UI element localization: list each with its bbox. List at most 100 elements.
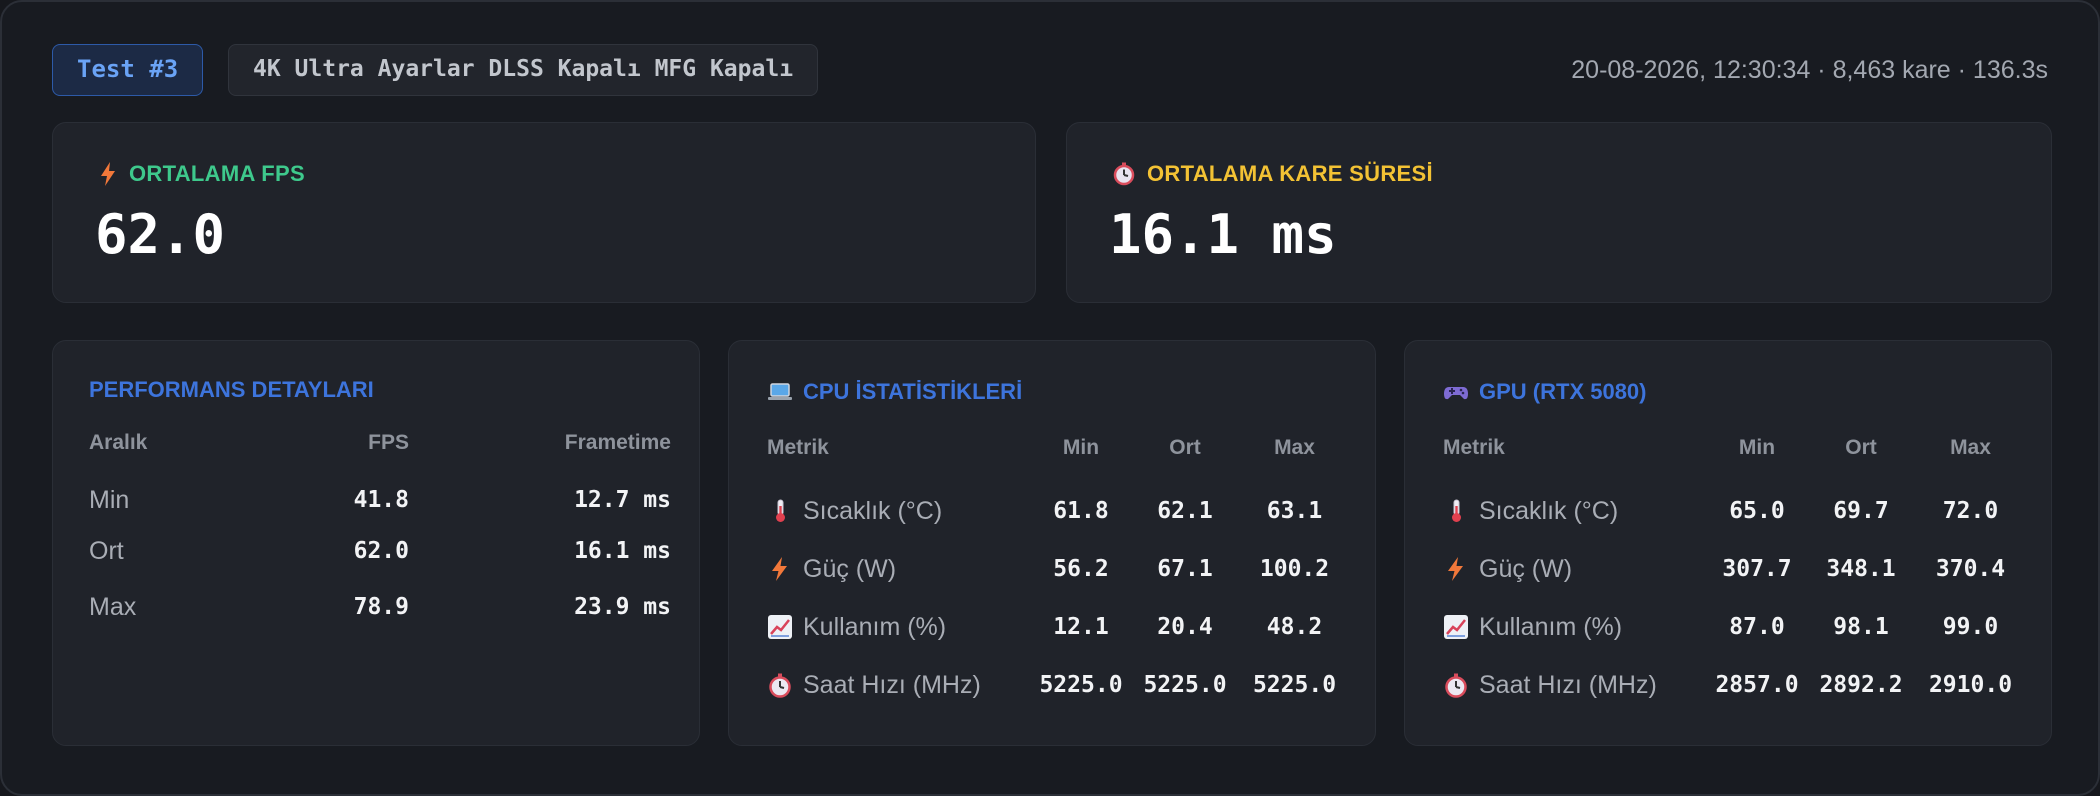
table-row: Kullanım (%) 87.0 98.1 99.0: [1443, 598, 2028, 656]
table-row: Sıcaklık (°C) 61.8 62.1 63.1: [767, 470, 1352, 540]
chart-icon: [767, 614, 793, 640]
chart-icon: [1443, 614, 1469, 640]
column-header: FPS: [368, 431, 409, 454]
config-label: 4K Ultra Ayarlar DLSS Kapalı MFG Kapalı: [228, 44, 819, 96]
metric-label: Kullanım (%): [1479, 612, 1623, 641]
min-value: 87.0: [1729, 614, 1785, 640]
table-row: Sıcaklık (°C) 65.0 69.7 72.0: [1443, 470, 2028, 540]
metric-label-cell: Sıcaklık (°C): [1443, 470, 1705, 540]
avg-value: 69.7: [1833, 498, 1889, 524]
metric-label-cell: Güç (W): [767, 540, 1029, 598]
gpu-stats-label: GPU (RTX 5080): [1479, 379, 1647, 404]
metric-label: Sıcaklık (°C): [1479, 496, 1619, 525]
avg-fps-label: ORTALAMA FPS: [129, 161, 305, 186]
gpu-stats-table: Metrik Min Ort Max Sıcaklık (°C) 65.0 69.7…: [1443, 426, 2028, 714]
table-row: Saat Hızı (MHz) 5225.0 5225.0 5225.0: [767, 656, 1352, 714]
min-value: 61.8: [1053, 498, 1109, 524]
lightning-icon: [767, 556, 793, 582]
lightning-icon: [1443, 556, 1469, 582]
column-header: Aralık: [89, 431, 148, 454]
avg-value: 62.1: [1157, 498, 1213, 524]
row-label: Ort: [89, 536, 124, 565]
avg-fps-title: ORTALAMA FPS: [99, 161, 305, 187]
avg-fps-card: ORTALAMA FPS 62.0: [52, 122, 1036, 303]
max-value: 2910.0: [1928, 672, 2013, 698]
avg-value: 2892.2: [1819, 672, 1903, 698]
metric-label: Güç (W): [1479, 554, 1573, 583]
frametime-value: 16.1 ms: [574, 538, 671, 564]
performance-table: Aralık FPS Frametime Min 41.8 12.7 ms Or…: [89, 421, 671, 635]
min-value: 56.2: [1053, 556, 1109, 582]
metric-label: Saat Hızı (MHz): [1479, 670, 1657, 699]
max-value: 5225.0: [1252, 672, 1337, 698]
min-value: 65.0: [1729, 498, 1785, 524]
avg-frametime-card: ORTALAMA KARE SÜRESİ 16.1 ms: [1066, 122, 2052, 303]
lightning-icon: [99, 162, 117, 186]
cpu-stats-table: Metrik Min Ort Max Sıcaklık (°C) 61.8 62.1…: [767, 426, 1352, 714]
column-header: Min: [1738, 436, 1776, 459]
cpu-stats-card: CPU İSTATİSTİKLERİ Metrik Min Ort Max Sı…: [728, 340, 1376, 746]
metric-label-cell: Saat Hızı (MHz): [767, 656, 1029, 714]
max-value: 370.4: [1935, 556, 2006, 582]
avg-frametime-title: ORTALAMA KARE SÜRESİ: [1113, 161, 1433, 187]
metric-label: Kullanım (%): [803, 612, 947, 641]
row-label: Max: [89, 592, 137, 621]
gpu-stats-title: GPU (RTX 5080): [1443, 379, 1647, 405]
gamepad-icon: [1443, 379, 1469, 405]
avg-value: 67.1: [1157, 556, 1213, 582]
test-badge[interactable]: Test #3: [52, 44, 204, 96]
column-header: Metrik: [767, 436, 829, 459]
column-header: Metrik: [1443, 436, 1505, 459]
row-label: Min: [89, 485, 130, 514]
avg-value: 20.4: [1157, 614, 1213, 640]
metric-label: Saat Hızı (MHz): [803, 670, 981, 699]
frametime-value: 12.7 ms: [574, 487, 671, 513]
table-row: Ort 62.0 16.1 ms: [89, 523, 671, 579]
max-value: 100.2: [1259, 556, 1330, 582]
fps-value: 41.8: [353, 487, 409, 513]
table-row: Kullanım (%) 12.1 20.4 48.2: [767, 598, 1352, 656]
performance-title: PERFORMANS DETAYLARI: [89, 377, 374, 402]
stopwatch-icon: [1443, 672, 1469, 698]
avg-frametime-value: 16.1 ms: [1109, 203, 1337, 266]
column-header: Max: [1950, 436, 1991, 459]
column-header: Max: [1274, 436, 1315, 459]
cpu-stats-label: CPU İSTATİSTİKLERİ: [803, 379, 1023, 404]
max-value: 72.0: [1942, 498, 1999, 524]
run-meta: 20-08-2026, 12:30:34 · 8,463 kare · 136.…: [1571, 56, 2048, 84]
fps-value: 62.0: [353, 538, 409, 564]
table-row: Güç (W) 56.2 67.1 100.2: [767, 540, 1352, 598]
metric-label: Güç (W): [803, 554, 897, 583]
avg-value: 5225.0: [1143, 672, 1227, 698]
fps-value: 78.9: [353, 594, 409, 620]
results-header: Test #3 4K Ultra Ayarlar DLSS Kapalı MFG…: [52, 44, 2048, 96]
avg-value: 98.1: [1833, 614, 1889, 640]
metric-label: Sıcaklık (°C): [803, 496, 943, 525]
avg-value: 348.1: [1826, 556, 1896, 582]
max-value: 48.2: [1266, 614, 1323, 640]
metric-label-cell: Saat Hızı (MHz): [1443, 656, 1705, 714]
avg-frametime-label: ORTALAMA KARE SÜRESİ: [1147, 161, 1433, 186]
column-header: Ort: [1845, 436, 1877, 459]
table-row: Max 78.9 23.9 ms: [89, 579, 671, 635]
cpu-stats-title: CPU İSTATİSTİKLERİ: [767, 379, 1022, 405]
column-header: Min: [1062, 436, 1100, 459]
thermometer-icon: [767, 498, 793, 524]
thermometer-icon: [1443, 498, 1469, 524]
min-value: 2857.0: [1715, 672, 1799, 698]
table-row: Min 41.8 12.7 ms: [89, 465, 671, 523]
frametime-value: 23.9 ms: [574, 594, 671, 620]
min-value: 5225.0: [1039, 672, 1123, 698]
metric-label-cell: Kullanım (%): [1443, 598, 1705, 656]
gpu-stats-card: GPU (RTX 5080) Metrik Min Ort Max Sıcakl…: [1404, 340, 2052, 746]
stopwatch-icon: [1113, 162, 1135, 186]
max-value: 63.1: [1266, 498, 1323, 524]
column-header: Frametime: [564, 431, 671, 454]
min-value: 307.7: [1722, 556, 1792, 582]
column-header: Ort: [1169, 436, 1201, 459]
min-value: 12.1: [1053, 614, 1109, 640]
metric-label-cell: Kullanım (%): [767, 598, 1029, 656]
stopwatch-icon: [767, 672, 793, 698]
performance-card: PERFORMANS DETAYLARI Aralık FPS Frametim…: [52, 340, 700, 746]
